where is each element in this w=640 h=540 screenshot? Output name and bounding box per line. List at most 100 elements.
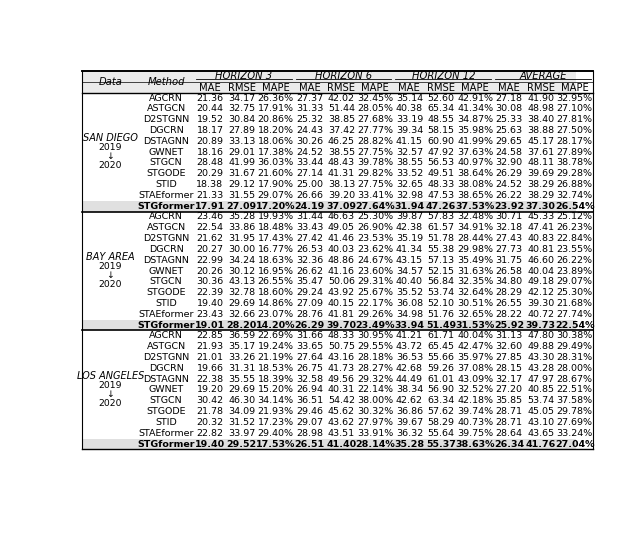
Text: 48.11: 48.11 [527, 158, 554, 167]
Text: 23.92: 23.92 [494, 201, 524, 211]
Text: 39.70: 39.70 [326, 321, 356, 329]
Text: STGCN: STGCN [150, 396, 182, 405]
Text: 22.51%: 22.51% [557, 386, 593, 394]
Text: 45.17: 45.17 [527, 137, 554, 146]
Text: 28.05%: 28.05% [357, 104, 394, 113]
Text: STAEformer: STAEformer [138, 310, 194, 319]
Text: 26.51: 26.51 [294, 440, 324, 449]
Text: 40.04%: 40.04% [457, 332, 493, 340]
Text: 29.26%: 29.26% [357, 310, 394, 319]
Text: 21.68%: 21.68% [557, 299, 593, 308]
Text: 33.94: 33.94 [394, 321, 424, 329]
Text: 38.85: 38.85 [328, 115, 355, 124]
Text: 35.98%: 35.98% [457, 126, 493, 135]
Text: 28.20: 28.20 [227, 321, 257, 329]
Text: 47.80: 47.80 [527, 332, 554, 340]
Text: RMSE: RMSE [527, 83, 555, 93]
Text: 34.80: 34.80 [495, 278, 523, 286]
Text: 38.13: 38.13 [328, 180, 355, 189]
Text: 53.74: 53.74 [428, 288, 454, 297]
Text: 56.53: 56.53 [428, 158, 454, 167]
Text: D2STGNN: D2STGNN [143, 234, 189, 243]
Text: 32.60: 32.60 [495, 342, 523, 351]
Text: 29.98%: 29.98% [457, 245, 493, 254]
Text: BAY AREA: BAY AREA [86, 252, 134, 262]
Text: 27.04%: 27.04% [555, 440, 595, 449]
Text: 17.91: 17.91 [195, 201, 225, 211]
Text: 29.82%: 29.82% [357, 169, 394, 178]
Text: 37.30: 37.30 [526, 201, 556, 211]
Text: 30.32%: 30.32% [357, 407, 394, 416]
Text: 27.97%: 27.97% [357, 418, 394, 427]
Text: 39.34: 39.34 [396, 126, 423, 135]
Text: 42.62: 42.62 [396, 396, 423, 405]
Text: 60.90: 60.90 [428, 137, 454, 146]
Text: 57.83: 57.83 [428, 212, 454, 221]
Text: 37.63%: 37.63% [457, 147, 493, 157]
Text: 22.54%: 22.54% [555, 321, 595, 329]
Text: 28.31%: 28.31% [557, 353, 593, 362]
Text: 31.44: 31.44 [296, 212, 323, 221]
Text: 23.49%: 23.49% [356, 321, 395, 329]
Text: 43.30: 43.30 [527, 353, 554, 362]
Text: 20.32: 20.32 [196, 418, 223, 427]
Text: 41.34%: 41.34% [457, 104, 493, 113]
Text: 34.17: 34.17 [228, 93, 255, 103]
Text: 30.36: 30.36 [196, 278, 223, 286]
Text: 48.33: 48.33 [328, 332, 355, 340]
Text: 38.55: 38.55 [396, 158, 423, 167]
Text: 21.78: 21.78 [196, 407, 223, 416]
Text: 25.67%: 25.67% [357, 288, 394, 297]
Text: 51.76: 51.76 [428, 310, 454, 319]
Text: 21.93%: 21.93% [258, 407, 294, 416]
Text: 41.76: 41.76 [525, 440, 556, 449]
Text: 28.00%: 28.00% [557, 364, 593, 373]
Text: 24.19: 24.19 [294, 201, 324, 211]
Text: 26.62: 26.62 [296, 267, 323, 275]
Text: 40.73%: 40.73% [457, 418, 493, 427]
Text: 32.18: 32.18 [495, 224, 523, 232]
Text: 22.69%: 22.69% [258, 332, 294, 340]
Text: 28.44%: 28.44% [457, 234, 493, 243]
Text: 38.29: 38.29 [527, 191, 554, 200]
Text: 37.58%: 37.58% [557, 396, 593, 405]
Text: 31.13: 31.13 [495, 332, 523, 340]
Text: 35.19: 35.19 [396, 234, 423, 243]
Text: MAE: MAE [399, 83, 420, 93]
Text: LOS ANGELES: LOS ANGELES [77, 371, 144, 381]
Text: 18.16: 18.16 [196, 147, 223, 157]
Text: 40.72: 40.72 [527, 310, 554, 319]
Text: 28.64: 28.64 [495, 429, 522, 438]
Text: 37.08%: 37.08% [457, 364, 493, 373]
Text: 50.75: 50.75 [328, 342, 355, 351]
Text: 48.86: 48.86 [328, 256, 355, 265]
Text: 28.15: 28.15 [495, 364, 522, 373]
Text: 61.71: 61.71 [428, 332, 454, 340]
Text: 26.66: 26.66 [296, 191, 323, 200]
Text: 29.07: 29.07 [296, 418, 323, 427]
Text: 47.92: 47.92 [428, 147, 454, 157]
Text: 35.17: 35.17 [228, 342, 255, 351]
Text: 45.33: 45.33 [527, 212, 554, 221]
Text: 31.31: 31.31 [228, 364, 255, 373]
Text: STAEformer: STAEformer [138, 429, 194, 438]
Text: AGCRN: AGCRN [149, 93, 183, 103]
Text: 28.48: 28.48 [196, 158, 223, 167]
Text: 56.90: 56.90 [428, 386, 454, 394]
Text: 35.49%: 35.49% [457, 256, 493, 265]
Text: 25.12%: 25.12% [557, 212, 593, 221]
Text: 18.60%: 18.60% [258, 288, 294, 297]
Text: 34.09: 34.09 [228, 407, 255, 416]
Text: 30.95%: 30.95% [357, 332, 394, 340]
Text: RMSE: RMSE [427, 83, 455, 93]
Text: 33.26: 33.26 [228, 353, 255, 362]
Text: 23.89%: 23.89% [557, 267, 593, 275]
Text: 32.64%: 32.64% [457, 288, 493, 297]
Text: 26.23%: 26.23% [557, 224, 593, 232]
Text: 42.91%: 42.91% [457, 93, 493, 103]
Text: 29.12: 29.12 [228, 180, 255, 189]
Text: HORIZON 3: HORIZON 3 [216, 71, 273, 81]
Text: HORIZON 12: HORIZON 12 [412, 71, 475, 81]
Text: 19.52: 19.52 [196, 115, 223, 124]
Text: 34.87%: 34.87% [457, 115, 493, 124]
